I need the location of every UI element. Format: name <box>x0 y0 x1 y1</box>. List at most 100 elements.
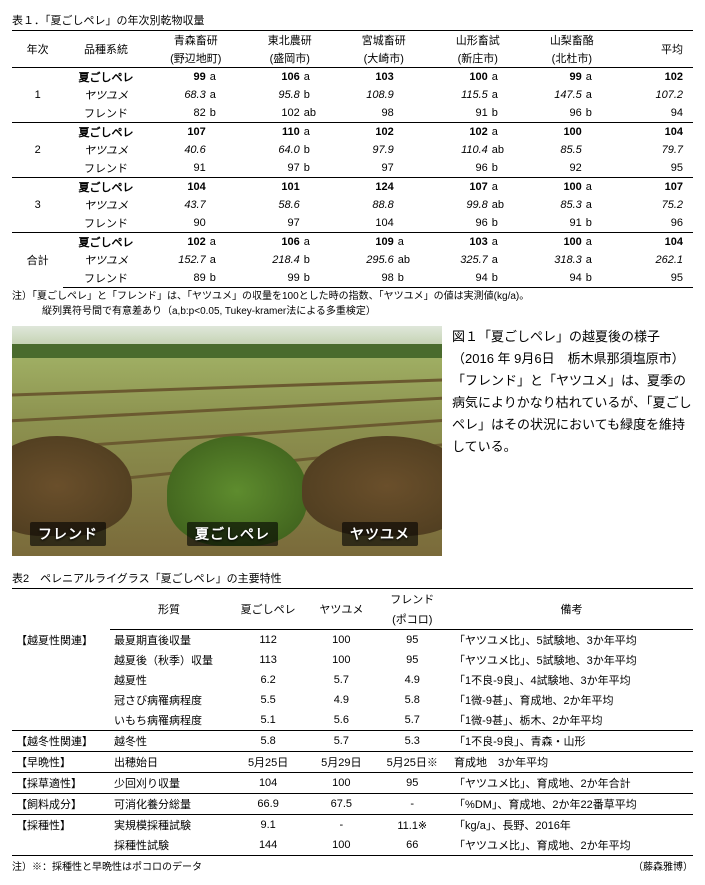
t1-value: 94 <box>431 269 488 288</box>
figure1-caption: 図１「夏ごしペレ」の越夏後の様子（2016 年 9月6日 栃木県那須塩原市） 「… <box>452 326 693 556</box>
t2-h-trait: 形質 <box>110 589 228 630</box>
t1-value: 295.6 <box>337 251 394 269</box>
t1-value: 85.5 <box>525 141 582 159</box>
t2-v1: 112 <box>228 630 308 651</box>
t1-h-site0-sub: (野辺地町) <box>149 49 243 68</box>
t1-value: 97 <box>243 214 300 233</box>
t1-sig: b <box>488 104 525 123</box>
t2-v2: 5.7 <box>308 731 374 752</box>
fig1-label-left: フレンド <box>30 522 106 546</box>
t1-sig: a <box>582 68 619 87</box>
t1-sig <box>206 196 243 214</box>
t1-avg: 94 <box>619 104 693 123</box>
t1-sig <box>206 178 243 197</box>
t1-value: 88.8 <box>337 196 394 214</box>
t1-value: 318.3 <box>525 251 582 269</box>
t2-h-c3: フレンド <box>374 589 450 610</box>
t1-sig: a <box>300 123 337 142</box>
t1-sig <box>394 123 431 142</box>
t2-v3: 5月25日※ <box>374 752 450 773</box>
t1-sig <box>206 159 243 178</box>
t1-value: 89 <box>149 269 206 288</box>
table1-note1: 注）「夏ごしペレ」と「フレンド」は、「ヤツユメ」の収量を100とした時の指数、「… <box>12 290 693 303</box>
t1-value: 218.4 <box>243 251 300 269</box>
t1-variety: フレンド <box>63 214 148 233</box>
t1-sig: a <box>582 251 619 269</box>
t1-variety: ヤツユメ <box>63 141 148 159</box>
t1-avg: 79.7 <box>619 141 693 159</box>
t2-trait: いもち病罹病程度 <box>110 710 228 731</box>
t1-h-site4: 山梨畜酪 <box>525 31 619 50</box>
t2-trait: 出穂始日 <box>110 752 228 773</box>
t1-value: 90 <box>149 214 206 233</box>
t2-v2: 4.9 <box>308 690 374 710</box>
t1-value: 103 <box>431 233 488 252</box>
t1-sig: b <box>582 214 619 233</box>
t1-value: 104 <box>337 214 394 233</box>
t1-sig <box>394 141 431 159</box>
t2-v1: 66.9 <box>228 794 308 815</box>
t1-sig: b <box>582 104 619 123</box>
t2-category: 【早晩性】 <box>12 752 110 773</box>
t2-trait: 採種性試験 <box>110 835 228 856</box>
t1-sig: a <box>206 68 243 87</box>
t1-h-site3: 山形畜試 <box>431 31 525 50</box>
t1-sig: a <box>300 68 337 87</box>
t1-value: 147.5 <box>525 86 582 104</box>
t2-remark: 「ヤツユメ比」、5試験地、3か年平均 <box>450 630 693 651</box>
t2-category <box>12 650 110 670</box>
t1-sig: a <box>488 68 525 87</box>
t1-avg: 262.1 <box>619 251 693 269</box>
t1-sig: a <box>206 86 243 104</box>
fig1-label-right: ヤツユメ <box>342 522 418 546</box>
t2-remark: 「1微-9甚」、栃木、2か年平均 <box>450 710 693 731</box>
t2-remark: 「ヤツユメ比」、5試験地、3か年平均 <box>450 650 693 670</box>
t2-h-remark: 備考 <box>450 589 693 630</box>
t1-sig <box>394 214 431 233</box>
t1-h-site1: 東北農研 <box>243 31 337 50</box>
t1-value: 68.3 <box>149 86 206 104</box>
t1-sig <box>582 141 619 159</box>
t2-trait: 実規模採種試験 <box>110 815 228 836</box>
t2-v3: 95 <box>374 630 450 651</box>
t2-h-c3sub: (ポコロ) <box>374 609 450 630</box>
t1-sig: ab <box>394 251 431 269</box>
t1-sig: a <box>300 233 337 252</box>
t2-v3: 11.1※ <box>374 815 450 836</box>
table2-foot-right: （藤森雅博） <box>633 858 693 873</box>
table1: 年次 品種系統 青森畜研 東北農研 宮城畜研 山形畜試 山梨畜酪 平均 (野辺地… <box>12 30 693 288</box>
t1-variety: 夏ごしペレ <box>63 233 148 252</box>
t1-h-site4-sub: (北杜市) <box>525 49 619 68</box>
t2-remark: 「1不良-9良」、青森・山形 <box>450 731 693 752</box>
t1-value: 102 <box>243 104 300 123</box>
t2-category: 【越夏性関連】 <box>12 630 110 651</box>
t1-year: 合計 <box>12 233 63 288</box>
t1-sig: ab <box>300 104 337 123</box>
t1-sig: a <box>206 251 243 269</box>
t2-v1: 5.5 <box>228 690 308 710</box>
t2-v3: 4.9 <box>374 670 450 690</box>
t1-sig: a <box>206 233 243 252</box>
t1-value: 97 <box>243 159 300 178</box>
t1-sig: a <box>582 178 619 197</box>
t2-trait: 越夏後（秋季）収量 <box>110 650 228 670</box>
t2-v3: 5.3 <box>374 731 450 752</box>
t1-value: 124 <box>337 178 394 197</box>
t1-value: 97 <box>337 159 394 178</box>
t2-v1: 5.1 <box>228 710 308 731</box>
t1-value: 91 <box>525 214 582 233</box>
t2-v3: 95 <box>374 650 450 670</box>
t1-value: 103 <box>337 68 394 87</box>
t1-value: 108.9 <box>337 86 394 104</box>
t1-sig: b <box>582 269 619 288</box>
t1-variety: フレンド <box>63 159 148 178</box>
t1-value: 115.5 <box>431 86 488 104</box>
t1-variety: フレンド <box>63 269 148 288</box>
t2-remark: 「%DM」、育成地、2か年22番草平均 <box>450 794 693 815</box>
t1-value: 58.6 <box>243 196 300 214</box>
t1-value: 98 <box>337 104 394 123</box>
table1-note2: 縦列異符号間で有意差あり（a,b:p<0.05, Tukey-kramer法によ… <box>12 305 693 318</box>
t1-sig <box>394 86 431 104</box>
t1-year: 1 <box>12 68 63 123</box>
t1-sig: a <box>582 233 619 252</box>
